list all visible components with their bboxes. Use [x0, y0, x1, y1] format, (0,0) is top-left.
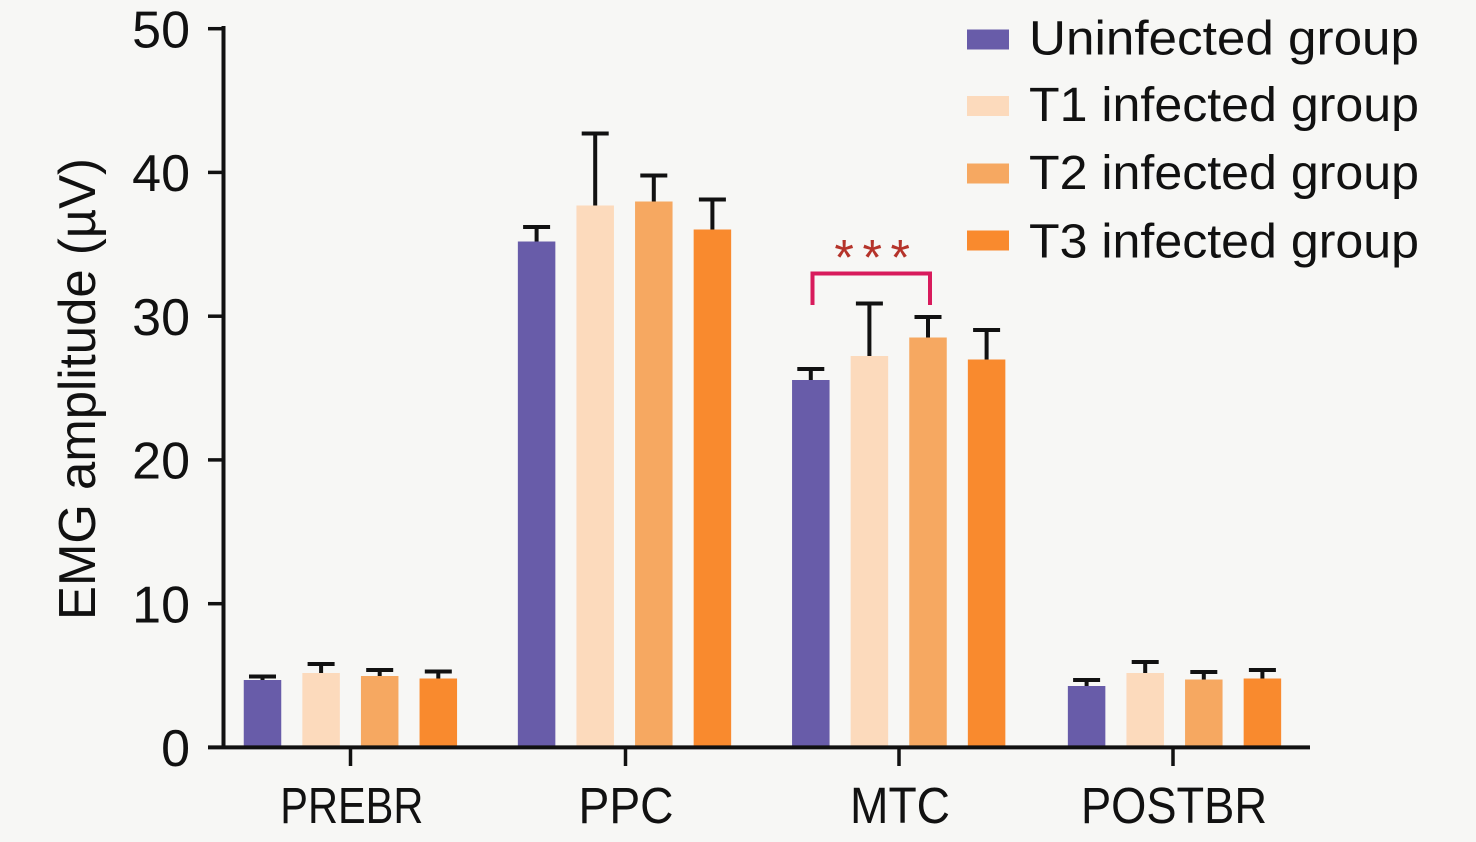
svg-text:EMG amplitude (µV): EMG amplitude (µV) — [49, 158, 107, 620]
svg-text:Uninfected group: Uninfected group — [1029, 13, 1419, 66]
svg-text:PPC: PPC — [579, 777, 674, 834]
svg-text:T2 infected group: T2 infected group — [1029, 147, 1419, 200]
svg-text:PREBR: PREBR — [280, 777, 423, 834]
svg-text:T3 infected group: T3 infected group — [1029, 216, 1419, 269]
svg-text:40: 40 — [132, 145, 190, 203]
svg-text:MTC: MTC — [850, 777, 950, 834]
svg-text:***: *** — [834, 230, 918, 286]
svg-text:10: 10 — [132, 576, 190, 634]
svg-text:20: 20 — [132, 433, 190, 491]
svg-text:T1 infected group: T1 infected group — [1029, 79, 1419, 132]
svg-text:POSTBR: POSTBR — [1081, 777, 1267, 834]
svg-text:30: 30 — [132, 289, 190, 347]
svg-text:0: 0 — [161, 720, 190, 778]
svg-text:50: 50 — [132, 1, 190, 59]
